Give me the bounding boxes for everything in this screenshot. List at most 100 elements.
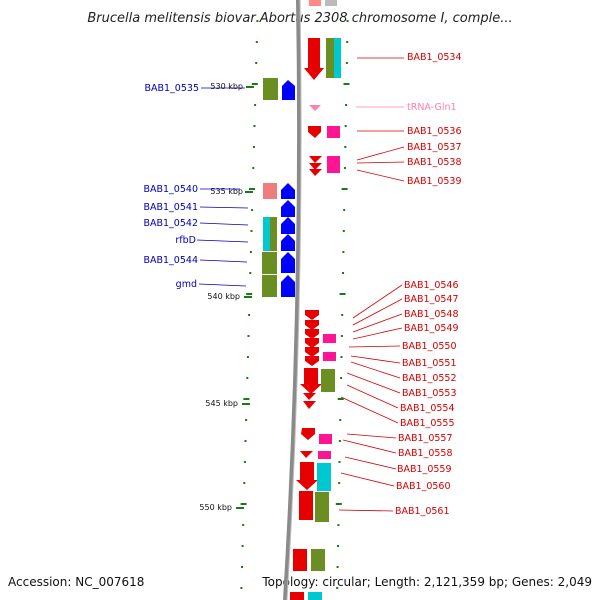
gene-label-gmd[interactable]: gmd xyxy=(176,279,197,290)
gene-label-bab1-0557[interactable]: BAB1_0557 xyxy=(398,433,453,444)
minor-tick xyxy=(344,125,347,127)
minor-tick xyxy=(250,230,253,232)
gene-label-bab1-0539[interactable]: BAB1_0539 xyxy=(407,176,462,187)
gene-label-bab1-0538[interactable]: BAB1_0538 xyxy=(407,157,462,168)
cog-block-olive[interactable] xyxy=(315,492,329,522)
cog-block-olive[interactable] xyxy=(262,275,277,297)
gene-label-bab1-0553[interactable]: BAB1_0553 xyxy=(402,388,457,399)
scale-550: 550 kbp xyxy=(199,503,244,512)
gene-label-bab1-0552[interactable]: BAB1_0552 xyxy=(402,373,457,384)
gene-label-bab1-0549[interactable]: BAB1_0549 xyxy=(404,323,459,334)
gene-label-bab1-0550[interactable]: BAB1_0550 xyxy=(402,341,457,352)
gene-label-bab1-0558[interactable]: BAB1_0558 xyxy=(398,448,453,459)
cog-block-pink[interactable] xyxy=(319,434,332,444)
cog-block-pink[interactable] xyxy=(318,451,331,459)
scale-545: 545 kbp xyxy=(205,399,250,408)
cog-block-olive[interactable] xyxy=(262,252,277,274)
gene-label-bab1-0551[interactable]: BAB1_0551 xyxy=(402,358,457,369)
cds-arrow-bab1-0535[interactable] xyxy=(282,80,295,100)
cds-arrow-bab1-0534[interactable] xyxy=(304,38,324,80)
minor-tick xyxy=(252,146,255,148)
cds-arrow[interactable] xyxy=(296,462,318,490)
major-tick xyxy=(335,503,342,505)
cds-arrow-bab1-0540[interactable] xyxy=(281,183,295,199)
feature-block[interactable] xyxy=(325,0,337,6)
cog-block-salmon[interactable] xyxy=(263,183,277,199)
gene-label-bab1-0548[interactable]: BAB1_0548 xyxy=(404,309,459,320)
minor-tick xyxy=(346,20,349,22)
cog-block-cyan[interactable] xyxy=(308,592,322,600)
trna-gln1-marker[interactable] xyxy=(309,105,321,111)
minor-tick xyxy=(342,272,344,274)
left-leader-lines xyxy=(196,87,249,287)
gene-label-bab1-0536[interactable]: BAB1_0536 xyxy=(407,126,462,137)
gene-label-bab1-0534[interactable]: BAB1_0534 xyxy=(407,52,462,63)
cds-arrow[interactable] xyxy=(305,356,319,366)
gene-label-bab1-0559[interactable]: BAB1_0559 xyxy=(397,464,452,475)
cds-arrow[interactable] xyxy=(300,368,322,394)
gene-label-bab1-0554[interactable]: BAB1_0554 xyxy=(400,403,455,414)
scale-label: 540 kbp xyxy=(207,292,240,301)
gene-label-bab1-0555[interactable]: BAB1_0555 xyxy=(400,418,455,429)
cds-arrow-bab1-0542[interactable] xyxy=(281,217,295,234)
cds-arrow-gmd[interactable] xyxy=(281,275,295,297)
cog-block-olive[interactable] xyxy=(311,549,325,571)
cds-arrow[interactable] xyxy=(303,393,316,400)
minor-tick xyxy=(240,587,243,589)
minor-tick xyxy=(242,524,245,526)
cds-block[interactable] xyxy=(293,549,307,571)
cds-arrow-bab1-0538[interactable] xyxy=(309,163,322,170)
gene-label-bab1-0547[interactable]: BAB1_0547 xyxy=(404,294,459,305)
cds-arrow[interactable] xyxy=(305,329,319,339)
cog-block-olive[interactable] xyxy=(326,38,334,78)
cds-arrow-bab1-0541[interactable] xyxy=(281,200,295,217)
gene-label-trna-gln1[interactable]: tRNA-Gln1 xyxy=(407,102,457,113)
minor-tick xyxy=(255,41,258,43)
gene-label-bab1-0541[interactable]: BAB1_0541 xyxy=(143,202,198,213)
cds-block[interactable] xyxy=(299,491,313,520)
cog-block-cyan[interactable] xyxy=(263,217,270,251)
gene-label-bab1-0561[interactable]: BAB1_0561 xyxy=(395,506,450,517)
cds-arrow[interactable] xyxy=(303,401,316,409)
feature-block[interactable] xyxy=(309,0,321,6)
cds-arrow-bab1-0544[interactable] xyxy=(281,252,295,273)
right-leader-lines xyxy=(338,57,405,512)
cds-arrow[interactable] xyxy=(301,428,315,440)
cds-arrow[interactable] xyxy=(300,451,313,458)
scale-label: 535 kbp xyxy=(210,187,243,196)
gene-label-bab1-0546[interactable]: BAB1_0546 xyxy=(404,280,459,291)
cds-arrow-rfbd[interactable] xyxy=(281,234,295,251)
cog-block-pink[interactable] xyxy=(323,334,336,343)
cds-arrow-bab1-0539[interactable] xyxy=(309,169,322,176)
cog-block-olive[interactable] xyxy=(270,217,277,251)
cds-cluster-0546-0555 xyxy=(300,310,336,409)
minor-tick xyxy=(243,461,246,463)
cds-arrow[interactable] xyxy=(305,338,319,348)
cog-block-cyan[interactable] xyxy=(334,38,341,78)
cds-arrow[interactable] xyxy=(305,347,319,357)
chromosome-backbone xyxy=(283,0,302,600)
gene-label-bab1-0544[interactable]: BAB1_0544 xyxy=(143,255,198,266)
cds-arrow-bab1-0536[interactable] xyxy=(308,126,321,138)
cds-block[interactable] xyxy=(290,592,304,600)
gene-label-bab1-0560[interactable]: BAB1_0560 xyxy=(396,481,451,492)
cds-arrow-bab1-0537[interactable] xyxy=(309,156,322,163)
cog-block-olive[interactable] xyxy=(321,369,335,392)
cds-arrow[interactable] xyxy=(305,310,319,320)
gene-label-rfbd[interactable]: rfbD xyxy=(175,235,196,246)
gene-label-bab1-0535[interactable]: BAB1_0535 xyxy=(144,83,199,94)
gene-label-bab1-0540[interactable]: BAB1_0540 xyxy=(143,184,198,195)
major-tick xyxy=(343,83,350,85)
cog-block-pink[interactable] xyxy=(327,156,340,173)
minor-tick xyxy=(345,104,348,106)
cog-block-olive[interactable] xyxy=(263,78,278,100)
minor-tick xyxy=(337,524,340,526)
cog-block-pink[interactable] xyxy=(323,352,336,361)
gene-label-bab1-0542[interactable]: BAB1_0542 xyxy=(143,218,198,229)
major-tick xyxy=(243,398,250,400)
cog-block-cyan[interactable] xyxy=(317,463,331,491)
cog-block-pink[interactable] xyxy=(327,126,340,138)
gene-label-bab1-0537[interactable]: BAB1_0537 xyxy=(407,142,462,153)
cds-arrow[interactable] xyxy=(305,320,319,330)
